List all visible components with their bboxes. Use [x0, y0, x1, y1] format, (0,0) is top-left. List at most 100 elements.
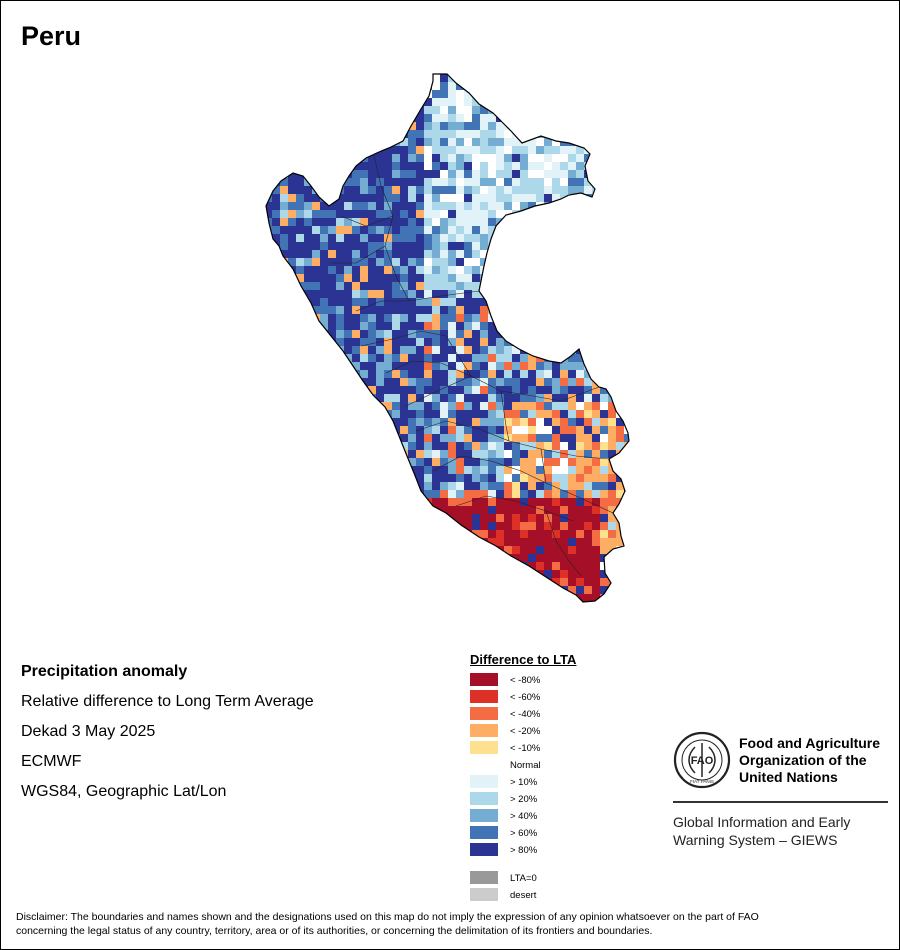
legend-class-swatch — [470, 843, 498, 856]
raster-cell — [624, 250, 629, 258]
raster-cell — [544, 370, 552, 378]
raster-cell — [280, 450, 288, 458]
raster-cell — [456, 498, 464, 506]
raster-cell — [304, 66, 312, 74]
raster-cell — [384, 514, 392, 522]
raster-cell — [280, 234, 288, 242]
raster-cell — [560, 74, 568, 82]
raster-cell — [384, 434, 392, 442]
raster-cell — [480, 434, 488, 442]
raster-cell — [456, 250, 464, 258]
raster-cell — [592, 274, 600, 282]
raster-cell — [272, 378, 280, 386]
raster-cell — [272, 602, 280, 610]
raster-cell — [488, 506, 496, 514]
raster-cell — [280, 586, 288, 594]
raster-cell — [544, 98, 552, 106]
raster-cell — [376, 418, 384, 426]
raster-cell — [528, 306, 536, 314]
raster-cell — [416, 218, 424, 226]
raster-cell — [312, 194, 320, 202]
raster-cell — [592, 506, 600, 514]
raster-cell — [320, 402, 328, 410]
raster-cell — [536, 546, 544, 554]
raster-cell — [280, 202, 288, 210]
raster-cell — [560, 554, 568, 562]
raster-cell — [352, 90, 360, 98]
raster-cell — [504, 530, 512, 538]
raster-cell — [640, 282, 646, 290]
raster-cell — [600, 402, 608, 410]
raster-cell — [408, 482, 416, 490]
raster-cell — [472, 418, 480, 426]
raster-cell — [272, 162, 280, 170]
raster-cell — [520, 226, 528, 234]
raster-cell — [328, 242, 336, 250]
raster-cell — [448, 522, 456, 530]
raster-cell — [600, 466, 608, 474]
raster-cell — [472, 378, 480, 386]
raster-cell — [512, 74, 520, 82]
raster-cell — [544, 298, 552, 306]
raster-cell — [304, 498, 312, 506]
raster-cell — [288, 274, 296, 282]
raster-cell — [312, 210, 320, 218]
raster-cell — [448, 106, 456, 114]
raster-cell — [320, 570, 328, 578]
raster-cell — [584, 570, 592, 578]
raster-cell — [480, 418, 488, 426]
raster-cell — [496, 394, 504, 402]
raster-cell — [288, 162, 296, 170]
raster-cell — [616, 74, 624, 82]
raster-cell — [576, 114, 584, 122]
raster-cell — [624, 74, 629, 82]
raster-cell — [400, 610, 408, 611]
raster-cell — [520, 218, 528, 226]
raster-cell — [584, 538, 592, 546]
raster-cell — [408, 506, 416, 514]
raster-cell — [544, 66, 552, 74]
raster-cell — [608, 170, 616, 178]
raster-cell — [496, 354, 504, 362]
raster-cell — [512, 490, 520, 498]
raster-cell — [312, 330, 320, 338]
raster-cell — [272, 218, 280, 226]
raster-cell — [600, 538, 608, 546]
raster-cell — [464, 314, 472, 322]
raster-cell — [448, 434, 456, 442]
raster-cell — [266, 530, 272, 538]
raster-cell — [272, 610, 280, 611]
raster-cell — [448, 226, 456, 234]
raster-cell — [272, 434, 280, 442]
raster-cell — [352, 418, 360, 426]
raster-cell — [552, 602, 560, 610]
raster-cell — [440, 554, 448, 562]
raster-cell — [528, 282, 536, 290]
raster-cell — [632, 514, 640, 522]
raster-cell — [456, 282, 464, 290]
raster-cell — [560, 394, 568, 402]
raster-cell — [640, 74, 646, 82]
raster-cell — [304, 490, 312, 498]
raster-cell — [608, 370, 616, 378]
raster-cell — [576, 394, 584, 402]
raster-cell — [266, 546, 272, 554]
raster-cell — [320, 354, 328, 362]
raster-cell — [312, 570, 320, 578]
raster-cell — [304, 338, 312, 346]
raster-cell — [528, 418, 536, 426]
raster-cell — [584, 426, 592, 434]
raster-cell — [432, 410, 440, 418]
raster-cell — [512, 242, 520, 250]
raster-cell — [384, 314, 392, 322]
raster-cell — [472, 530, 480, 538]
raster-cell — [520, 418, 528, 426]
raster-cell — [400, 74, 408, 82]
raster-cell — [280, 394, 288, 402]
raster-cell — [288, 74, 296, 82]
raster-cell — [600, 370, 608, 378]
raster-cell — [560, 594, 568, 602]
raster-cell — [288, 178, 296, 186]
raster-cell — [376, 490, 384, 498]
raster-cell — [456, 554, 464, 562]
